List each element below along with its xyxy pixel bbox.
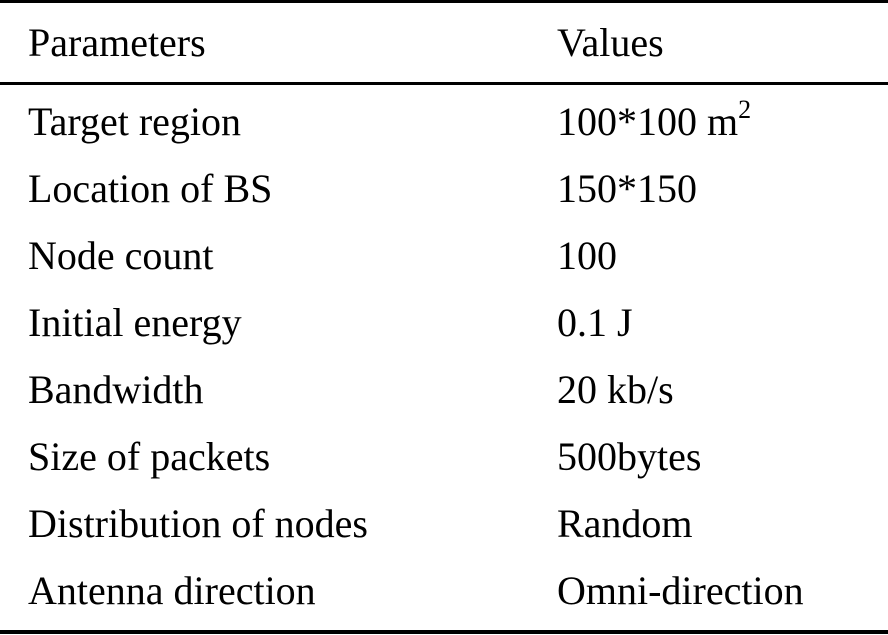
table-row: Antenna direction Omni-direction <box>0 558 888 624</box>
row-parameter: Distribution of nodes <box>28 501 368 546</box>
row-value-superscript: 2 <box>738 95 752 124</box>
table-row: Node count 100 <box>0 223 888 289</box>
row-value: 0.1 J <box>557 300 633 345</box>
table-bottom-rule <box>0 630 888 634</box>
table-row: Location of BS 150*150 <box>0 156 888 222</box>
row-value: Omni-direction <box>557 568 804 613</box>
row-parameter: Node count <box>28 233 214 278</box>
table-row: Distribution of nodes Random <box>0 491 888 557</box>
header-parameters: Parameters <box>28 20 206 65</box>
table-header-row: Parameters Values <box>0 10 888 76</box>
row-parameter: Bandwidth <box>28 367 204 412</box>
row-value: 150*150 <box>557 166 697 211</box>
row-parameter: Initial energy <box>28 300 242 345</box>
row-value: 20 kb/s <box>557 367 674 412</box>
row-value-text: 100*100 m <box>557 99 739 144</box>
table-row: Target region 100*100 m2 <box>0 89 888 155</box>
row-parameter: Size of packets <box>28 434 271 479</box>
table-top-rule <box>0 0 888 3</box>
row-value: 100*100 m2 <box>557 89 751 155</box>
table-row: Bandwidth 20 kb/s <box>0 357 888 423</box>
row-parameter: Antenna direction <box>28 568 316 613</box>
row-parameter: Target region <box>28 99 242 144</box>
row-value: Random <box>557 501 693 546</box>
table-row: Initial energy 0.1 J <box>0 290 888 356</box>
row-parameter: Location of BS <box>28 166 273 211</box>
table-header-rule <box>0 82 888 85</box>
row-value: 500bytes <box>557 434 702 479</box>
row-value: 100 <box>557 233 617 278</box>
header-values: Values <box>557 20 664 65</box>
table-row: Size of packets 500bytes <box>0 424 888 490</box>
